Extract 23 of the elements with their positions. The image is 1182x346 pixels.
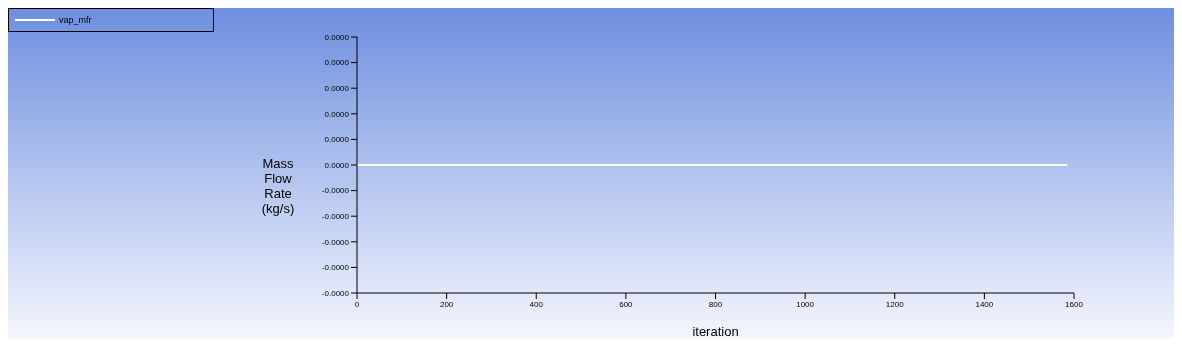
y-tick-label: -0.0000	[321, 237, 350, 247]
x-tick-label: 1400	[975, 299, 994, 309]
y-tick-label: -0.0000	[321, 263, 350, 273]
x-tick-label: 600	[619, 299, 634, 309]
x-axis-title: iteration	[692, 324, 739, 339]
y-tick-label: 0.0000	[324, 58, 350, 68]
x-tick-label: 400	[529, 299, 544, 309]
y-tick-label: -0.0000	[321, 288, 350, 298]
x-tick-label: 0	[354, 299, 360, 309]
y-tick-label: 0.0000	[324, 160, 350, 170]
legend-label: vap_mfr	[59, 15, 92, 25]
y-tick-label: 0.0000	[324, 32, 350, 42]
x-tick-label: 1200	[885, 299, 905, 309]
y-tick-label: 0.0000	[324, 109, 350, 119]
y-axis-title: Mass Flow Rate (kg/s)	[260, 156, 296, 216]
y-tick-label: -0.0000	[321, 212, 350, 222]
x-tick-label: 1000	[796, 299, 815, 309]
x-tick-label: 200	[439, 299, 454, 309]
y-tick-label: -0.0000	[321, 186, 350, 196]
y-tick-label: 0.0000	[324, 135, 350, 145]
y-tick-label: 0.0000	[324, 84, 350, 94]
x-tick-label: 800	[708, 299, 723, 309]
x-tick-label: 1600	[1065, 299, 1084, 309]
